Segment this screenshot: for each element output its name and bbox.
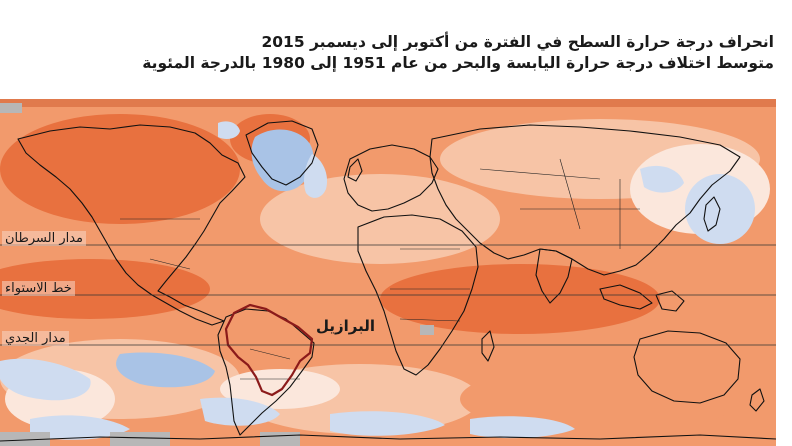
anomaly-map-svg bbox=[0, 99, 776, 446]
cool-anomaly-patches bbox=[0, 121, 684, 440]
reference-lines bbox=[0, 244, 776, 346]
tropic-of-cancer-label: مدار السرطان bbox=[2, 231, 87, 246]
world-map: مدار السرطان خط الاستواء مدار الجدي البر… bbox=[0, 99, 776, 446]
map-title: انحراف درجة حرارة السطح في الفترة من أكت… bbox=[261, 33, 774, 51]
map-title-block: انحراف درجة حرارة السطح في الفترة من أكت… bbox=[14, 32, 774, 74]
no-data-regions bbox=[0, 99, 776, 446]
tropic-of-capricorn-label: مدار الجدي bbox=[2, 331, 69, 346]
anomaly-patches bbox=[0, 114, 770, 434]
brazil-outline bbox=[224, 303, 314, 397]
brazil-label: البرازيل bbox=[316, 317, 376, 335]
equator-label: خط الاستواء bbox=[2, 281, 75, 296]
country-borders bbox=[120, 158, 640, 380]
map-subtitle: متوسط اختلاف درجة حرارة اليابسة والبحر م… bbox=[142, 54, 774, 72]
